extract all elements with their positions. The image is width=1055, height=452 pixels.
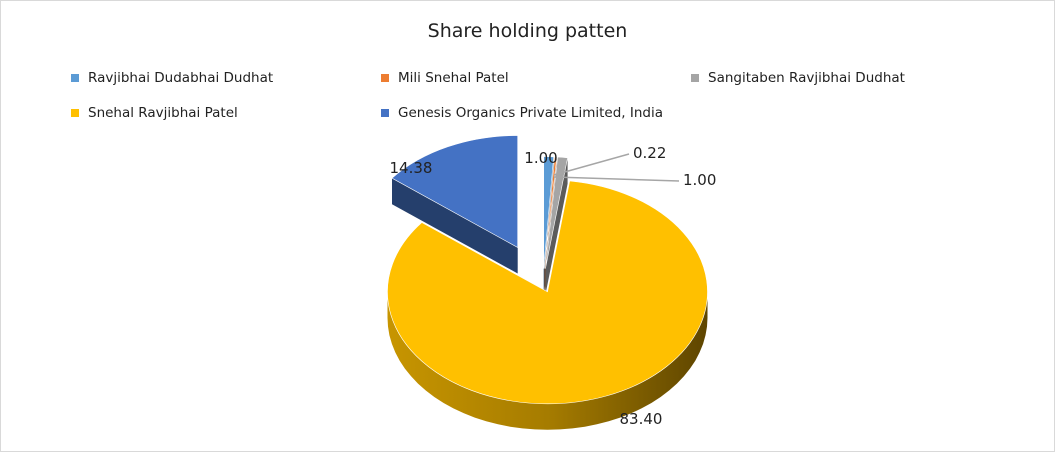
chart-title: Share holding patten: [427, 20, 628, 42]
legend-swatch-snehal: [71, 109, 79, 117]
data-label-1: 0.22: [633, 144, 666, 162]
pie-slice-0: [543, 156, 555, 269]
legend-item-mili: Mili Snehal Patel: [381, 69, 509, 87]
pie-side-3: [387, 291, 708, 430]
data-label-0: 1.00: [524, 149, 557, 167]
data-label-2: 1.00: [683, 171, 716, 189]
legend-label-mili: Mili Snehal Patel: [398, 70, 509, 86]
data-label-3: 83.40: [620, 410, 663, 428]
leader-line-1: [553, 153, 630, 176]
pie-leaders: [553, 153, 680, 182]
legend-label-ravjibhai: Ravjibhai Dudabhai Dudhat: [88, 70, 274, 86]
legend-item-snehal: Snehal Ravjibhai Patel: [71, 104, 238, 122]
legend-swatch-mili: [381, 74, 389, 82]
legend-swatch-genesis: [381, 109, 389, 117]
pie-slice-2: [545, 156, 568, 269]
leader-line-2: [553, 176, 680, 182]
pie-cut-2-1: [545, 157, 568, 295]
pie-slice-4: [391, 135, 518, 249]
legend-label-genesis: Genesis Organics Private Limited, India: [398, 105, 663, 121]
pie-labels: 1.00 0.22 1.00 83.40 14.38: [390, 144, 717, 428]
legend-item-ravjibhai: Ravjibhai Dudabhai Dudhat: [71, 69, 273, 87]
pie-slice-1: [544, 156, 558, 269]
legend-item-sangitaben: Sangitaben Ravjibhai Dudhat: [691, 69, 905, 87]
pie-slice-3: [387, 180, 708, 405]
legend-swatch-ravjibhai: [71, 74, 79, 82]
pie-tops: [387, 135, 708, 405]
legend-label-sangitaben: Sangitaben Ravjibhai Dudhat: [708, 70, 905, 86]
legend-swatch-sangitaben: [691, 74, 699, 82]
legend-item-genesis: Genesis Organics Private Limited, India: [381, 104, 663, 122]
data-label-4: 14.38: [390, 159, 433, 177]
legend-label-snehal: Snehal Ravjibhai Patel: [88, 105, 238, 121]
pie-cut-4-0: [392, 178, 518, 274]
